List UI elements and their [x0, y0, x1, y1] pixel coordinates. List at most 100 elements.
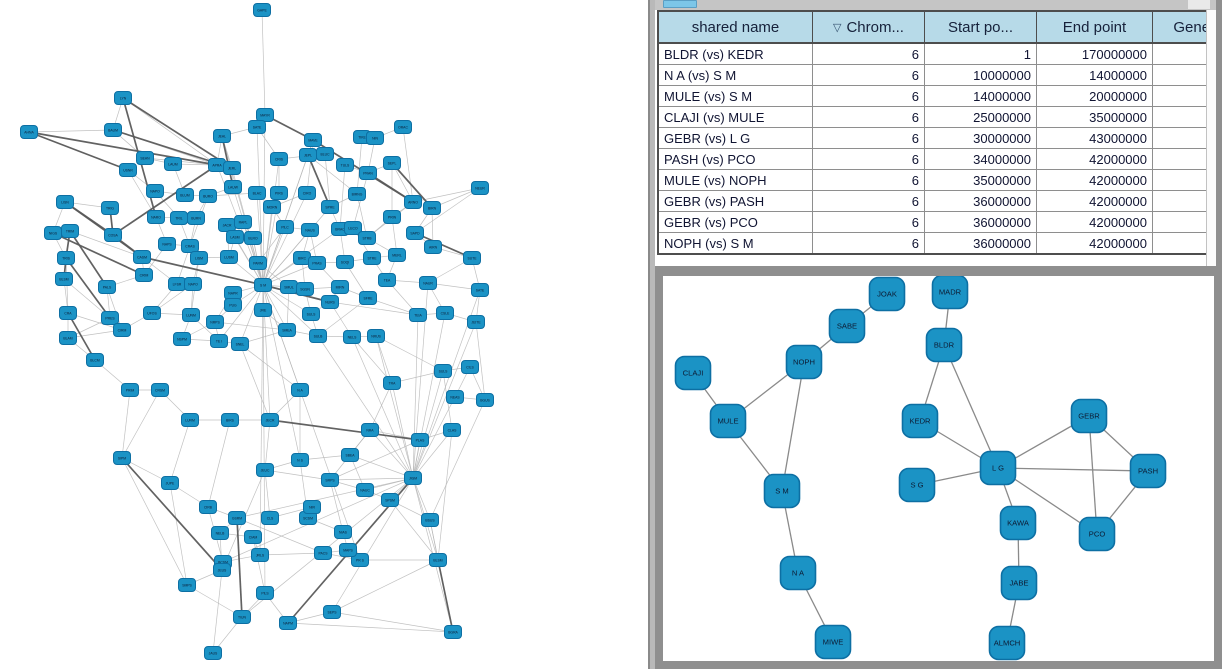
subnetwork-node[interactable]: BLDR — [925, 327, 963, 363]
network-node[interactable]: NRA — [361, 423, 379, 437]
node-shape[interactable] — [276, 220, 294, 234]
panel-divider[interactable] — [648, 0, 655, 669]
node-shape[interactable] — [321, 200, 339, 214]
node-shape[interactable] — [104, 123, 122, 137]
node-shape[interactable] — [336, 255, 354, 269]
node-shape[interactable] — [181, 239, 199, 253]
node-shape[interactable] — [343, 330, 361, 344]
node-shape[interactable] — [151, 383, 169, 397]
node-shape[interactable] — [291, 383, 309, 397]
network-node[interactable]: PRAS — [308, 256, 326, 270]
network-node[interactable]: BLSM — [55, 272, 73, 286]
node-shape[interactable] — [931, 276, 969, 310]
network-node[interactable]: CRA — [59, 306, 77, 320]
network-node[interactable]: PIRS — [270, 186, 288, 200]
network-node[interactable]: SRPS — [321, 473, 339, 487]
node-shape[interactable] — [394, 120, 412, 134]
node-shape[interactable] — [999, 505, 1037, 541]
node-shape[interactable] — [763, 473, 801, 509]
node-shape[interactable] — [785, 344, 823, 380]
node-shape[interactable] — [251, 548, 269, 562]
network-node[interactable]: NAUS — [301, 223, 319, 237]
subnetwork-node[interactable]: N A — [779, 555, 817, 591]
node-shape[interactable] — [298, 186, 316, 200]
node-shape[interactable] — [828, 308, 866, 344]
node-shape[interactable] — [341, 448, 359, 462]
node-shape[interactable] — [113, 323, 131, 337]
main-network-canvas[interactable]: GAPE LYN MAYR SATE AHNA BAUM JEAL MAVE TIKE NIN OR… — [0, 0, 648, 669]
node-shape[interactable] — [248, 186, 266, 200]
node-shape[interactable] — [461, 360, 479, 374]
node-shape[interactable] — [57, 251, 75, 265]
node-shape[interactable] — [434, 364, 452, 378]
node-shape[interactable] — [1129, 453, 1167, 489]
network-node[interactable]: MAYR — [256, 108, 274, 122]
network-node[interactable]: AHNA — [20, 125, 38, 139]
node-shape[interactable] — [248, 120, 266, 134]
node-shape[interactable] — [321, 295, 339, 309]
network-node[interactable]: PRIM — [121, 383, 139, 397]
table-row[interactable]: NOPH (vs) S M636000000420000009.9 — [657, 232, 1222, 255]
network-node[interactable]: CIRM — [113, 323, 131, 337]
network-node[interactable]: SAPD — [406, 226, 424, 240]
table-row[interactable]: MULE (vs) S M614000000200000007.5 — [657, 85, 1222, 107]
node-shape[interactable] — [336, 158, 354, 172]
network-node[interactable]: TEIA — [409, 308, 427, 322]
network-node[interactable]: MAPS — [339, 543, 357, 557]
subnetwork-node[interactable]: S M — [763, 473, 801, 509]
network-node[interactable]: PR S — [351, 553, 369, 567]
node-shape[interactable] — [308, 256, 326, 270]
network-node[interactable]: NAUR — [419, 276, 437, 290]
node-shape[interactable] — [423, 201, 441, 215]
subnetwork-node[interactable]: KAWA — [999, 505, 1037, 541]
node-shape[interactable] — [182, 308, 200, 322]
network-node[interactable]: NAPS — [158, 237, 176, 251]
network-node[interactable]: LAUM — [164, 157, 182, 171]
network-node[interactable]: LISM — [190, 251, 208, 265]
node-shape[interactable] — [334, 525, 352, 539]
node-shape[interactable] — [301, 223, 319, 237]
network-node[interactable]: TRA — [383, 376, 401, 390]
network-node[interactable]: TRIG — [101, 201, 119, 215]
node-shape[interactable] — [378, 273, 396, 287]
network-node[interactable]: SPSM — [381, 493, 399, 507]
node-shape[interactable] — [206, 315, 224, 329]
network-node[interactable]: NAUC — [356, 483, 374, 497]
node-shape[interactable] — [56, 195, 74, 209]
network-node[interactable]: CLAS — [443, 423, 461, 437]
network-node[interactable]: SEAN — [136, 151, 154, 165]
node-shape[interactable] — [55, 272, 73, 286]
network-node[interactable]: PARM — [249, 256, 267, 270]
node-shape[interactable] — [158, 237, 176, 251]
table-row[interactable]: CLAJI (vs) MULE625000000350000005.9 — [657, 106, 1222, 128]
node-shape[interactable] — [59, 331, 77, 345]
node-shape[interactable] — [901, 403, 939, 439]
node-shape[interactable] — [98, 280, 116, 294]
node-shape[interactable] — [388, 248, 406, 262]
network-node[interactable]: SNEL — [231, 337, 249, 351]
network-node[interactable]: SPRE — [321, 200, 339, 214]
node-shape[interactable] — [136, 151, 154, 165]
network-node[interactable]: NIAS — [334, 525, 352, 539]
network-node[interactable]: CRIS — [270, 152, 288, 166]
node-shape[interactable] — [234, 215, 252, 229]
node-shape[interactable] — [114, 91, 132, 105]
network-node[interactable]: TRIM — [61, 224, 79, 238]
node-shape[interactable] — [424, 240, 442, 254]
table-row[interactable]: GEBR (vs) L G6300000004300000016.9 — [657, 127, 1222, 149]
network-node[interactable]: MERL — [388, 248, 406, 262]
table-row[interactable]: PASH (vs) PCO6340000004200000011.4 — [657, 148, 1222, 170]
subnetwork-node[interactable]: L G — [979, 450, 1017, 486]
node-shape[interactable] — [59, 306, 77, 320]
network-node[interactable]: BAUM — [104, 123, 122, 137]
network-node[interactable]: BGRA — [444, 625, 462, 639]
network-node[interactable]: BIRS — [221, 413, 239, 427]
node-shape[interactable] — [204, 646, 222, 660]
node-shape[interactable] — [254, 278, 272, 292]
network-node[interactable]: SULS — [434, 364, 452, 378]
node-shape[interactable] — [221, 413, 239, 427]
network-node[interactable]: UFOS — [143, 306, 161, 320]
node-shape[interactable] — [421, 513, 439, 527]
network-node[interactable]: JEUC — [256, 463, 274, 477]
node-shape[interactable] — [383, 156, 401, 170]
